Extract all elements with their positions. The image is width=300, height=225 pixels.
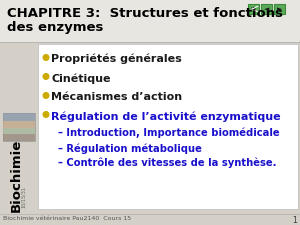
Text: – Contrôle des vitesses de la synthèse.: – Contrôle des vitesses de la synthèse. [58, 157, 277, 167]
Text: Biochimie vétérinaire Pau2140  Cours 15: Biochimie vétérinaire Pau2140 Cours 15 [3, 216, 131, 221]
Circle shape [43, 93, 49, 98]
Text: Régulation de l’activité enzymatique: Régulation de l’activité enzymatique [51, 111, 280, 122]
Text: – Introduction, Importance biomédicale: – Introduction, Importance biomédicale [58, 128, 280, 139]
Bar [3, 113, 35, 121]
Bar [38, 44, 298, 209]
Bar [0, 42, 38, 212]
Text: CHAPITRE 3:  Structures et fonctions: CHAPITRE 3: Structures et fonctions [7, 7, 283, 20]
Bar [274, 4, 285, 14]
Bar [0, 0, 300, 42]
Text: |◄: |◄ [251, 7, 256, 11]
Circle shape [43, 55, 49, 60]
Text: Propriétés générales: Propriétés générales [51, 54, 182, 65]
Text: Mécanismes d’action: Mécanismes d’action [51, 92, 182, 102]
Circle shape [43, 112, 49, 117]
Circle shape [43, 74, 49, 79]
Text: – Régulation métabolique: – Régulation métabolique [58, 143, 202, 153]
Bar [3, 134, 35, 141]
Text: Cinétique: Cinétique [51, 73, 110, 83]
Text: 1: 1 [292, 216, 297, 225]
Bar [3, 113, 35, 141]
Text: ►: ► [277, 6, 282, 12]
Text: ◄: ◄ [264, 6, 269, 12]
Text: Biochimie: Biochimie [10, 139, 23, 212]
Bar [261, 4, 272, 14]
Bar [3, 121, 35, 128]
Bar [3, 128, 35, 134]
Text: des enzymes: des enzymes [7, 21, 103, 34]
Bar [248, 4, 259, 14]
Text: 10/15/31: 10/15/31 [21, 186, 26, 208]
